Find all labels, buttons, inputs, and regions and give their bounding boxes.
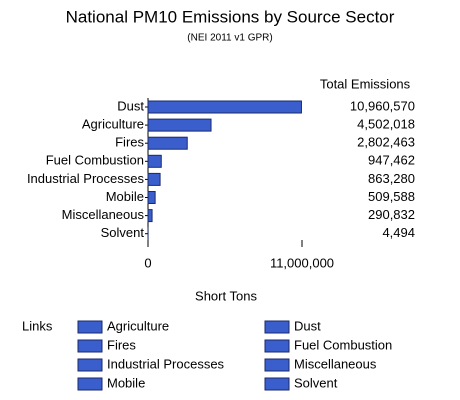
y-tick-label: Agriculture [82,117,144,132]
value-label: 10,960,570 [350,98,415,113]
value-label: 509,588 [368,189,415,204]
value-label: 2,802,463 [357,135,415,150]
link-swatch[interactable] [264,377,290,391]
chart-title: National PM10 Emissions by Source Sector [66,7,395,26]
chart-subtitle: (NEI 2011 v1 GPR) [187,33,272,44]
link[interactable]: Industrial Processes [107,356,225,371]
bar [147,118,212,132]
link[interactable]: Agriculture [107,318,169,333]
bar [147,154,162,168]
link[interactable]: Mobile [107,375,145,390]
link[interactable]: Solvent [294,375,338,390]
link-swatch[interactable] [77,377,103,391]
link[interactable]: Fuel Combustion [294,337,392,352]
y-tick-label: Dust [117,98,144,113]
value-label: 4,494 [382,225,415,240]
bar [147,100,302,114]
value-label: 4,502,018 [357,117,415,132]
value-label: 947,462 [368,153,415,168]
value-label: 290,832 [368,207,415,222]
x-axis-label: Short Tons [195,288,257,303]
link-swatch[interactable] [264,339,290,353]
y-tick-label: Fuel Combustion [46,153,144,168]
link[interactable]: Miscellaneous [294,356,377,371]
x-tick-label: 11,000,000 [270,255,334,270]
link-swatch[interactable] [77,339,103,353]
bar [147,191,156,204]
x-tick-label: 0 [144,255,151,270]
value-header: Total Emissions [320,76,411,91]
y-tick-label: Fires [115,135,144,150]
value-label: 863,280 [368,171,415,186]
link-swatch[interactable] [77,358,103,372]
link-swatch[interactable] [77,320,103,334]
y-tick-label: Miscellaneous [62,207,145,222]
link[interactable]: Fires [107,337,136,352]
link[interactable]: Dust [294,318,321,333]
y-tick-label: Solvent [101,225,145,240]
y-tick-label: Industrial Processes [27,171,145,186]
y-tick-label: Mobile [106,189,144,204]
bar [147,172,161,186]
bar [147,136,188,150]
links-label: Links [22,318,53,333]
bar [147,209,153,223]
link-swatch[interactable] [264,358,290,372]
link-swatch[interactable] [264,320,290,334]
